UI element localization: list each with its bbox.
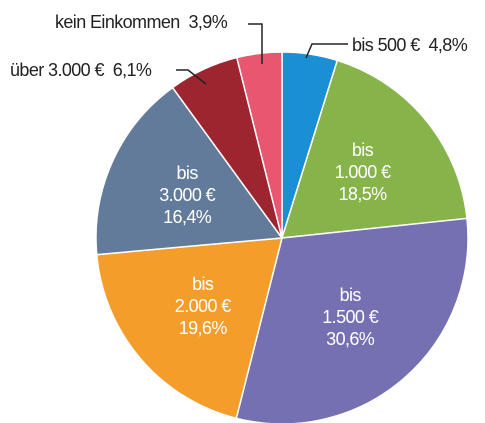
- value-label: 19,6%: [178, 317, 228, 338]
- slice-label: über 3.000 € 6,1%: [10, 59, 152, 81]
- leader-line: [248, 23, 263, 64]
- value-label: 30,6%: [326, 328, 375, 349]
- category-label: bis 2.000 €: [174, 273, 231, 316]
- value-label: 3,9%: [188, 12, 228, 32]
- value-label: 6,1%: [112, 60, 152, 80]
- slice-label: bis 1.500 €30,6%: [322, 284, 378, 350]
- slice-label: bis 500 € 4,8%: [352, 34, 468, 56]
- leader-line: [176, 69, 207, 85]
- pie-slice: [280, 59, 468, 239]
- slice-label: kein Einkommen 3,9%: [55, 11, 228, 33]
- slice-label: bis 2.000 €19,6%: [175, 273, 231, 339]
- category-label: bis 1.000 €: [334, 139, 391, 182]
- slice-label: bis 1.000 €18,5%: [335, 139, 391, 205]
- slice-label: bis 3.000 €16,4%: [159, 162, 215, 228]
- leader-line: [305, 43, 348, 59]
- pie-slice: [235, 217, 469, 423]
- category-label: bis 1.500 €: [322, 284, 379, 327]
- pie-slice: [95, 86, 284, 256]
- pie-slice: [235, 51, 283, 239]
- value-label: 18,5%: [338, 183, 387, 204]
- pie-slice: [95, 237, 283, 420]
- category-label: bis 500 €: [352, 35, 420, 55]
- value-label: 4,8%: [428, 35, 468, 55]
- category-label: bis 3.000 €: [159, 162, 216, 205]
- value-label: 16,4%: [163, 206, 212, 227]
- category-label: über 3.000 €: [10, 60, 104, 80]
- category-label: kein Einkommen: [55, 12, 180, 32]
